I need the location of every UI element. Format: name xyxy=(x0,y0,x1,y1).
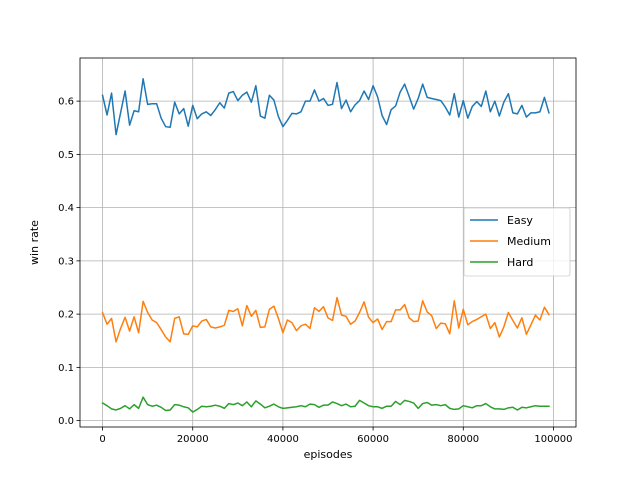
y-tick-label: 0.4 xyxy=(58,203,74,214)
series-line-easy xyxy=(101,78,550,136)
y-tick-label: 0.2 xyxy=(58,310,74,321)
x-axis-ticks: 0 20000 40000 60000 80000 100000 xyxy=(99,427,573,445)
y-tick-label: 0.5 xyxy=(58,150,74,161)
x-tick-label: 0 xyxy=(99,434,105,445)
x-axis-title: episodes xyxy=(304,448,353,461)
y-tick-label: 0.3 xyxy=(58,256,74,267)
x-tick-label: 40000 xyxy=(267,434,299,445)
y-axis-ticks: 0.0 0.1 0.2 0.3 0.4 0.5 0.6 xyxy=(58,97,80,427)
series-line-hard xyxy=(101,396,550,413)
x-tick-label: 60000 xyxy=(357,434,389,445)
legend-label-easy: Easy xyxy=(507,214,533,227)
series-line-medium xyxy=(101,296,550,343)
y-tick-label: 0.0 xyxy=(58,416,74,427)
series-lines xyxy=(101,78,550,413)
y-tick-label: 0.6 xyxy=(58,97,74,108)
x-tick-label: 20000 xyxy=(177,434,209,445)
axes-frame xyxy=(79,57,577,428)
legend-frame xyxy=(463,207,571,277)
legend: Easy Medium Hard xyxy=(463,207,571,277)
legend-label-medium: Medium xyxy=(507,235,551,248)
x-tick-label: 80000 xyxy=(447,434,479,445)
y-tick-label: 0.1 xyxy=(58,363,74,374)
x-tick-label: 100000 xyxy=(534,434,572,445)
y-axis-title: win rate xyxy=(28,220,41,265)
legend-label-hard: Hard xyxy=(507,256,533,269)
